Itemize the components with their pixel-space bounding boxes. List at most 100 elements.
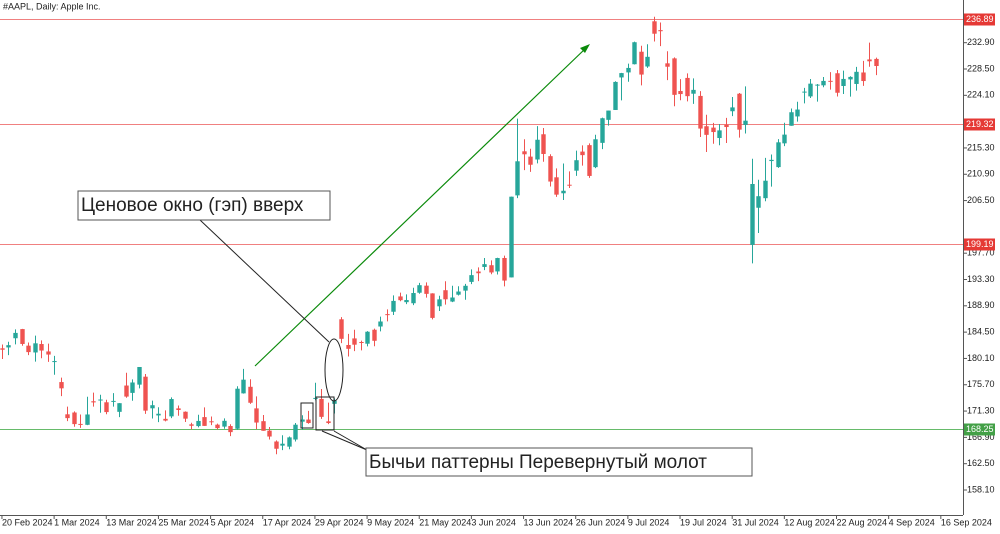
- candle-body: [209, 421, 214, 423]
- candle-body: [391, 300, 396, 312]
- candle-body: [352, 338, 357, 345]
- candle-body: [189, 424, 194, 426]
- candle-body: [78, 423, 83, 425]
- x-tick-label: 21 May 2024: [419, 517, 471, 527]
- x-tick-label: 12 Aug 2024: [784, 517, 835, 527]
- pointer-line: [321, 430, 368, 451]
- candle-body: [163, 418, 168, 421]
- y-tick-label: 228.50: [967, 63, 995, 73]
- level-tag: [964, 118, 995, 131]
- x-tick-label: 4 Sep 2024: [889, 517, 935, 527]
- candle-body: [46, 351, 51, 355]
- candle-body: [104, 402, 109, 413]
- trend-arrow: [254, 47, 587, 367]
- candle-body: [632, 42, 637, 65]
- candles: [0, 16, 879, 455]
- level-label: 199.19: [966, 239, 994, 249]
- candle-body: [456, 291, 461, 295]
- candle-body: [704, 126, 709, 135]
- candle-body: [437, 299, 442, 307]
- candle-body: [861, 72, 866, 82]
- candle-body: [398, 296, 403, 301]
- candle-body: [750, 184, 755, 245]
- y-tick-label: 158.10: [967, 484, 995, 494]
- candle-body: [443, 290, 448, 300]
- candle-body: [463, 285, 468, 291]
- candle-body: [580, 151, 585, 156]
- level-tag: [964, 238, 995, 251]
- x-tick-label: 16 Sep 2024: [941, 517, 992, 527]
- candle-body: [0, 348, 5, 350]
- candle-body: [293, 424, 298, 440]
- x-tick-label: 19 Jul 2024: [680, 517, 727, 527]
- candle-body: [743, 120, 748, 125]
- x-tick-label: 13 Mar 2024: [106, 517, 157, 527]
- candle-body: [150, 405, 155, 409]
- candle-body: [20, 329, 25, 344]
- y-tick-label: 162.50: [967, 458, 995, 468]
- annotation-box: [77, 190, 331, 221]
- candle-body: [13, 332, 18, 339]
- x-tick-label: 22 Aug 2024: [837, 517, 888, 527]
- candle-body: [613, 81, 618, 110]
- candle-body: [215, 424, 220, 429]
- candle-body: [300, 419, 305, 422]
- candle-body: [502, 257, 507, 281]
- candle-body: [652, 21, 657, 34]
- y-tick-label: 215.30: [967, 142, 995, 152]
- candle-body: [65, 414, 70, 419]
- candle-body: [169, 399, 174, 417]
- level-label: 219.32: [966, 119, 994, 129]
- candle-body: [417, 285, 422, 293]
- candle-body: [111, 400, 116, 402]
- y-tick-label: 193.30: [967, 274, 995, 284]
- candle-body: [698, 95, 703, 129]
- pointer-line: [199, 219, 330, 343]
- candle-body: [117, 403, 122, 412]
- level-tag: [964, 13, 995, 26]
- candle-body: [678, 91, 683, 95]
- candle-body: [130, 382, 135, 393]
- candle-body: [619, 73, 624, 78]
- candle-body: [222, 420, 227, 427]
- candle-body: [359, 341, 364, 343]
- candle-body: [202, 417, 207, 426]
- candle-body: [26, 345, 31, 353]
- candle-body: [98, 399, 103, 401]
- candle-body: [665, 63, 670, 67]
- candle-body: [802, 91, 807, 93]
- candle-body: [658, 30, 663, 32]
- level-label: 236.89: [966, 14, 994, 24]
- candle-body: [430, 293, 435, 318]
- x-tick-label: 13 Jun 2024: [524, 517, 574, 527]
- x-tick-label: 1 Mar 2024: [54, 517, 100, 527]
- y-tick-label: 232.90: [967, 37, 995, 47]
- candle-body: [404, 300, 409, 303]
- candle-body: [91, 401, 96, 403]
- y-tick-label: 210.90: [967, 169, 995, 179]
- candle-body: [261, 421, 266, 431]
- candle-body: [495, 258, 500, 272]
- candle-body: [841, 78, 846, 86]
- candle-body: [411, 293, 416, 304]
- candle-body: [346, 344, 351, 349]
- candle-body: [763, 180, 768, 199]
- candle-body: [574, 160, 579, 171]
- x-tick-label: 3 Jun 2024: [471, 517, 516, 527]
- pattern-box: [300, 402, 314, 429]
- candle-body: [372, 329, 377, 341]
- candle-body: [737, 93, 742, 130]
- candle-body: [59, 382, 64, 389]
- candle-body: [85, 414, 90, 425]
- candle-body: [854, 71, 859, 84]
- candle-body: [626, 67, 631, 73]
- candle-body: [228, 426, 233, 433]
- candle-body: [33, 343, 38, 353]
- candle-body: [52, 361, 57, 363]
- candle-body: [717, 130, 722, 139]
- y-tick-label: 180.10: [967, 353, 995, 363]
- candle-body: [72, 412, 77, 425]
- x-tick-label: 5 Apr 2024: [211, 517, 255, 527]
